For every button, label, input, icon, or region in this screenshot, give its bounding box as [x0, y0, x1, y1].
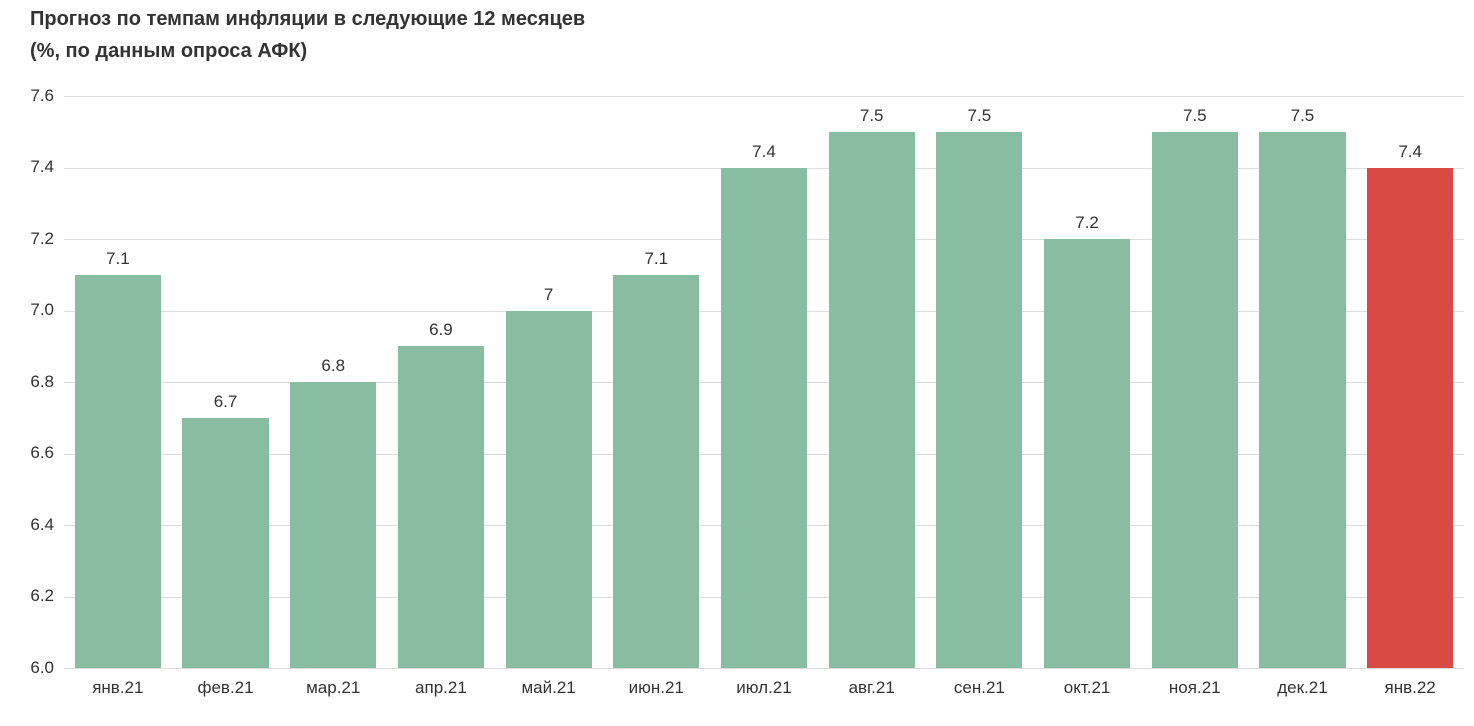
- bar-value-label: 6.9: [429, 320, 453, 340]
- y-axis-tick-label: 6.6: [4, 443, 54, 463]
- bar-value-label: 7.2: [1075, 213, 1099, 233]
- y-axis-tick-label: 7.4: [4, 157, 54, 177]
- gridline: [64, 668, 1464, 669]
- bar: [1367, 168, 1453, 669]
- bar: [829, 132, 915, 668]
- x-axis-tick-label: апр.21: [415, 678, 467, 698]
- bar-value-label: 7.5: [968, 106, 992, 126]
- x-axis-tick-label: июн.21: [629, 678, 684, 698]
- y-axis-tick-label: 6.8: [4, 372, 54, 392]
- bar-value-label: 7.5: [1291, 106, 1315, 126]
- y-axis-tick-label: 6.2: [4, 586, 54, 606]
- x-axis-tick-label: май.21: [521, 678, 575, 698]
- bar-value-label: 6.7: [214, 392, 238, 412]
- bar: [75, 275, 161, 668]
- y-axis-tick-label: 7.2: [4, 229, 54, 249]
- bar: [290, 382, 376, 668]
- chart-subtitle: (%, по данным опроса АФК): [30, 40, 307, 63]
- bar: [936, 132, 1022, 668]
- gridline: [64, 96, 1464, 97]
- bar: [1152, 132, 1238, 668]
- bar-value-label: 7: [544, 285, 553, 305]
- x-axis-tick-label: июл.21: [736, 678, 791, 698]
- bar: [506, 311, 592, 669]
- bar-value-label: 7.5: [1183, 106, 1207, 126]
- x-axis-tick-label: мар.21: [306, 678, 360, 698]
- bar-value-label: 6.8: [321, 356, 345, 376]
- y-axis-tick-label: 7.0: [4, 300, 54, 320]
- x-axis-tick-label: окт.21: [1064, 678, 1111, 698]
- x-axis-tick-label: сен.21: [954, 678, 1005, 698]
- chart-title: Прогноз по темпам инфляции в следующие 1…: [30, 8, 585, 31]
- bar-value-label: 7.1: [106, 249, 130, 269]
- x-axis-tick-label: фев.21: [197, 678, 253, 698]
- bar: [182, 418, 268, 668]
- x-axis-tick-label: янв.21: [92, 678, 143, 698]
- x-axis-tick-label: янв.22: [1385, 678, 1436, 698]
- bar: [398, 346, 484, 668]
- y-axis-tick-label: 6.0: [4, 658, 54, 678]
- y-axis-tick-label: 7.6: [4, 86, 54, 106]
- plot-area: 7.1 6.7 6.8 6.9 7 7.1 7.4 7.5 7.5 7.2 7.5 7.5 7.4: [64, 96, 1464, 668]
- bar: [1044, 239, 1130, 668]
- bar: [721, 168, 807, 669]
- bar: [1259, 132, 1345, 668]
- bar-value-label: 7.5: [860, 106, 884, 126]
- x-axis-tick-label: авг.21: [849, 678, 895, 698]
- x-axis-tick-label: ноя.21: [1169, 678, 1221, 698]
- y-axis-tick-label: 6.4: [4, 515, 54, 535]
- bar-value-label: 7.1: [644, 249, 668, 269]
- x-axis-tick-label: дек.21: [1277, 678, 1327, 698]
- bar-value-label: 7.4: [1398, 142, 1422, 162]
- bar-value-label: 7.4: [752, 142, 776, 162]
- bar: [613, 275, 699, 668]
